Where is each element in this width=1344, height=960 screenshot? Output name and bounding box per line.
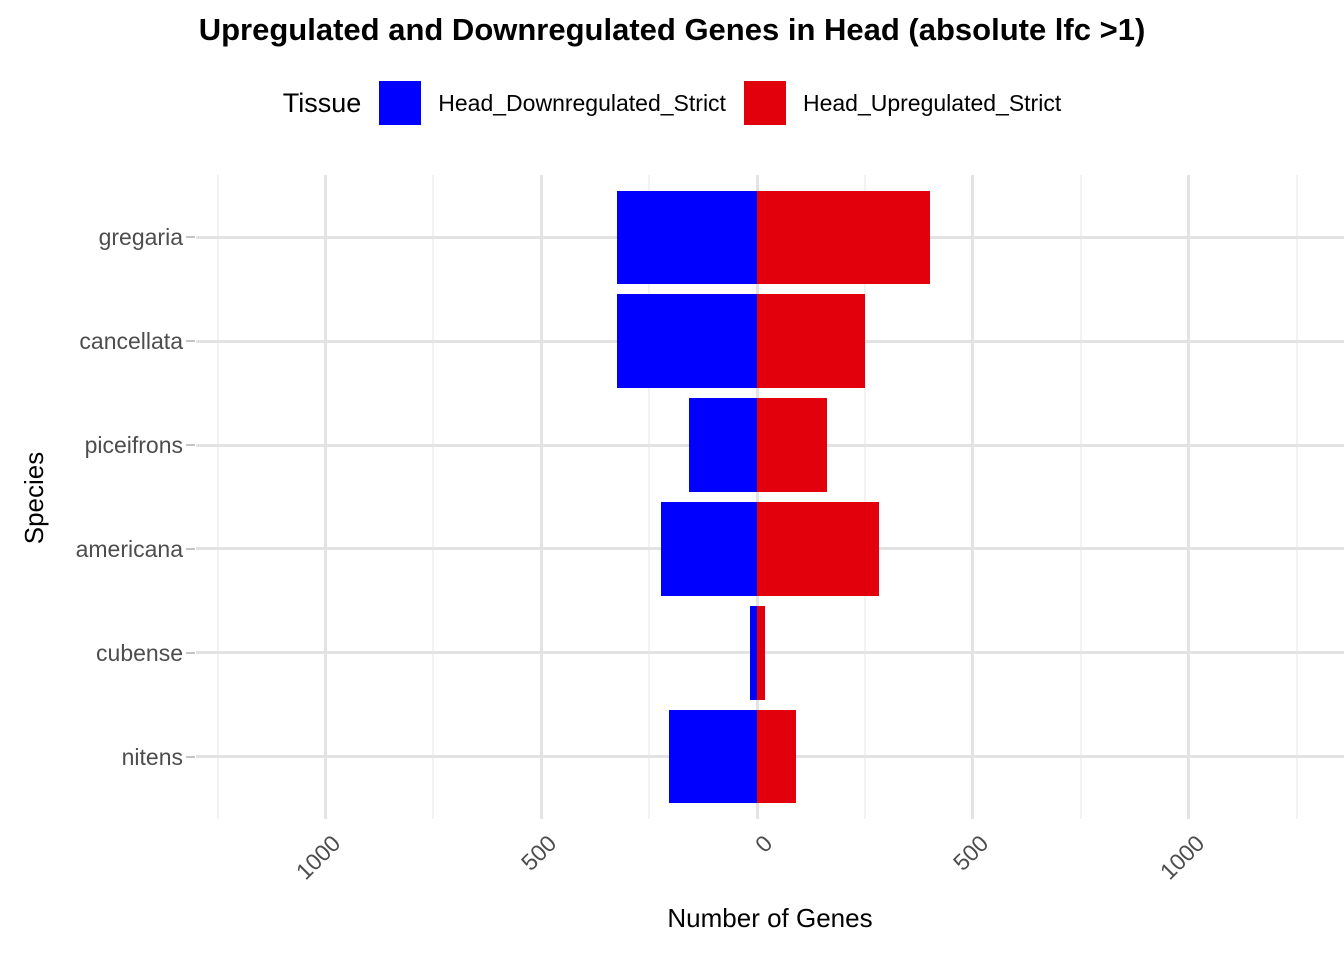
gridline-major: [539, 175, 543, 819]
y-axis-title: Species: [19, 451, 49, 545]
legend-title: Tissue: [282, 87, 362, 118]
bar-upregulated-americana: [757, 502, 880, 596]
bar-upregulated-nitens: [757, 709, 796, 804]
bar-downregulated-nitens: [669, 709, 758, 804]
legend-item-upregulated: Head_Upregulated_Strict: [743, 81, 1062, 125]
upregulated-swatch-icon: [743, 81, 786, 125]
legend: Tissue Head_Downregulated_Strict Head_Up…: [0, 76, 1344, 130]
x-axis-label-1000-0: 1000: [291, 830, 346, 885]
legend-label-downregulated: Head_Downregulated_Strict: [438, 89, 726, 116]
bar-upregulated-piceifrons: [757, 398, 827, 492]
y-tick-nitens: [186, 755, 195, 758]
plot-panel: [196, 175, 1344, 819]
x-axis-title: Number of Genes: [667, 903, 873, 933]
gridline-minor: [1295, 175, 1298, 819]
gridline-minor: [1079, 175, 1082, 819]
bar-upregulated-gregaria: [757, 190, 930, 285]
y-tick-americana: [186, 547, 195, 550]
gridline-row-cubense: [196, 651, 1344, 655]
x-axis-label-1000-4: 1000: [1154, 830, 1210, 885]
y-axis-label-americana: americana: [75, 535, 183, 562]
gridline-minor: [863, 175, 866, 819]
bar-downregulated-americana: [661, 502, 758, 596]
gridline-major: [971, 175, 975, 819]
gridline-minor: [648, 175, 651, 819]
y-tick-gregaria: [186, 236, 195, 239]
gridline-minor: [216, 175, 219, 819]
y-axis-label-cubense: cubense: [96, 639, 183, 666]
x-axis-label-0-2: 0: [749, 830, 778, 858]
legend-label-upregulated: Head_Upregulated_Strict: [802, 89, 1062, 116]
bar-downregulated-piceifrons: [689, 398, 758, 492]
y-axis-label-cancellata: cancellata: [79, 328, 183, 355]
gridline-major: [323, 175, 327, 819]
gridline-major: [1187, 175, 1191, 819]
bar-upregulated-cancellata: [757, 294, 866, 388]
y-axis-label-piceifrons: piceifrons: [84, 432, 183, 459]
y-axis-label-gregaria: gregaria: [98, 224, 183, 251]
bar-downregulated-cubense: [750, 606, 758, 700]
y-tick-cancellata: [186, 340, 195, 343]
gridline-minor: [432, 175, 435, 819]
chart-title: Upregulated and Downregulated Genes in H…: [198, 12, 1146, 47]
y-tick-cubense: [186, 651, 195, 654]
y-tick-piceifrons: [186, 444, 195, 447]
y-axis-label-nitens: nitens: [121, 743, 183, 770]
bar-downregulated-gregaria: [617, 190, 758, 285]
bar-downregulated-cancellata: [617, 294, 758, 388]
bar-upregulated-cubense: [757, 606, 766, 700]
legend-item-downregulated: Head_Downregulated_Strict: [379, 81, 726, 125]
x-axis-label-500-1: 500: [516, 830, 562, 876]
downregulated-swatch-icon: [379, 81, 422, 125]
x-axis-label-500-3: 500: [947, 830, 994, 876]
gridline-major: [755, 175, 759, 819]
